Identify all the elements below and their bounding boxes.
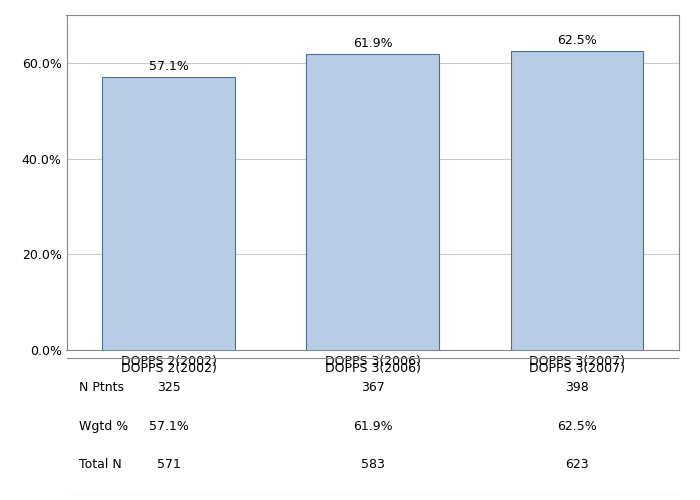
Text: DOPPS 2(2002): DOPPS 2(2002) bbox=[120, 362, 216, 375]
Text: 61.9%: 61.9% bbox=[353, 420, 393, 432]
Text: 325: 325 bbox=[157, 381, 181, 394]
Text: N Ptnts: N Ptnts bbox=[78, 381, 124, 394]
Text: 623: 623 bbox=[565, 458, 589, 471]
Text: 57.1%: 57.1% bbox=[148, 60, 188, 73]
Bar bbox=[510, 51, 643, 350]
Text: 367: 367 bbox=[361, 381, 384, 394]
Bar bbox=[307, 54, 439, 350]
Text: Total N: Total N bbox=[78, 458, 122, 471]
Text: 57.1%: 57.1% bbox=[148, 420, 188, 432]
Text: DOPPS 3(2006): DOPPS 3(2006) bbox=[325, 362, 421, 375]
Text: Wgtd %: Wgtd % bbox=[78, 420, 128, 432]
Text: 62.5%: 62.5% bbox=[557, 420, 597, 432]
Text: 62.5%: 62.5% bbox=[557, 34, 597, 47]
Text: 583: 583 bbox=[360, 458, 385, 471]
Text: 571: 571 bbox=[157, 458, 181, 471]
Text: 61.9%: 61.9% bbox=[353, 37, 393, 50]
Bar bbox=[102, 76, 235, 350]
Text: 398: 398 bbox=[565, 381, 589, 394]
Text: DOPPS 3(2007): DOPPS 3(2007) bbox=[529, 362, 625, 375]
